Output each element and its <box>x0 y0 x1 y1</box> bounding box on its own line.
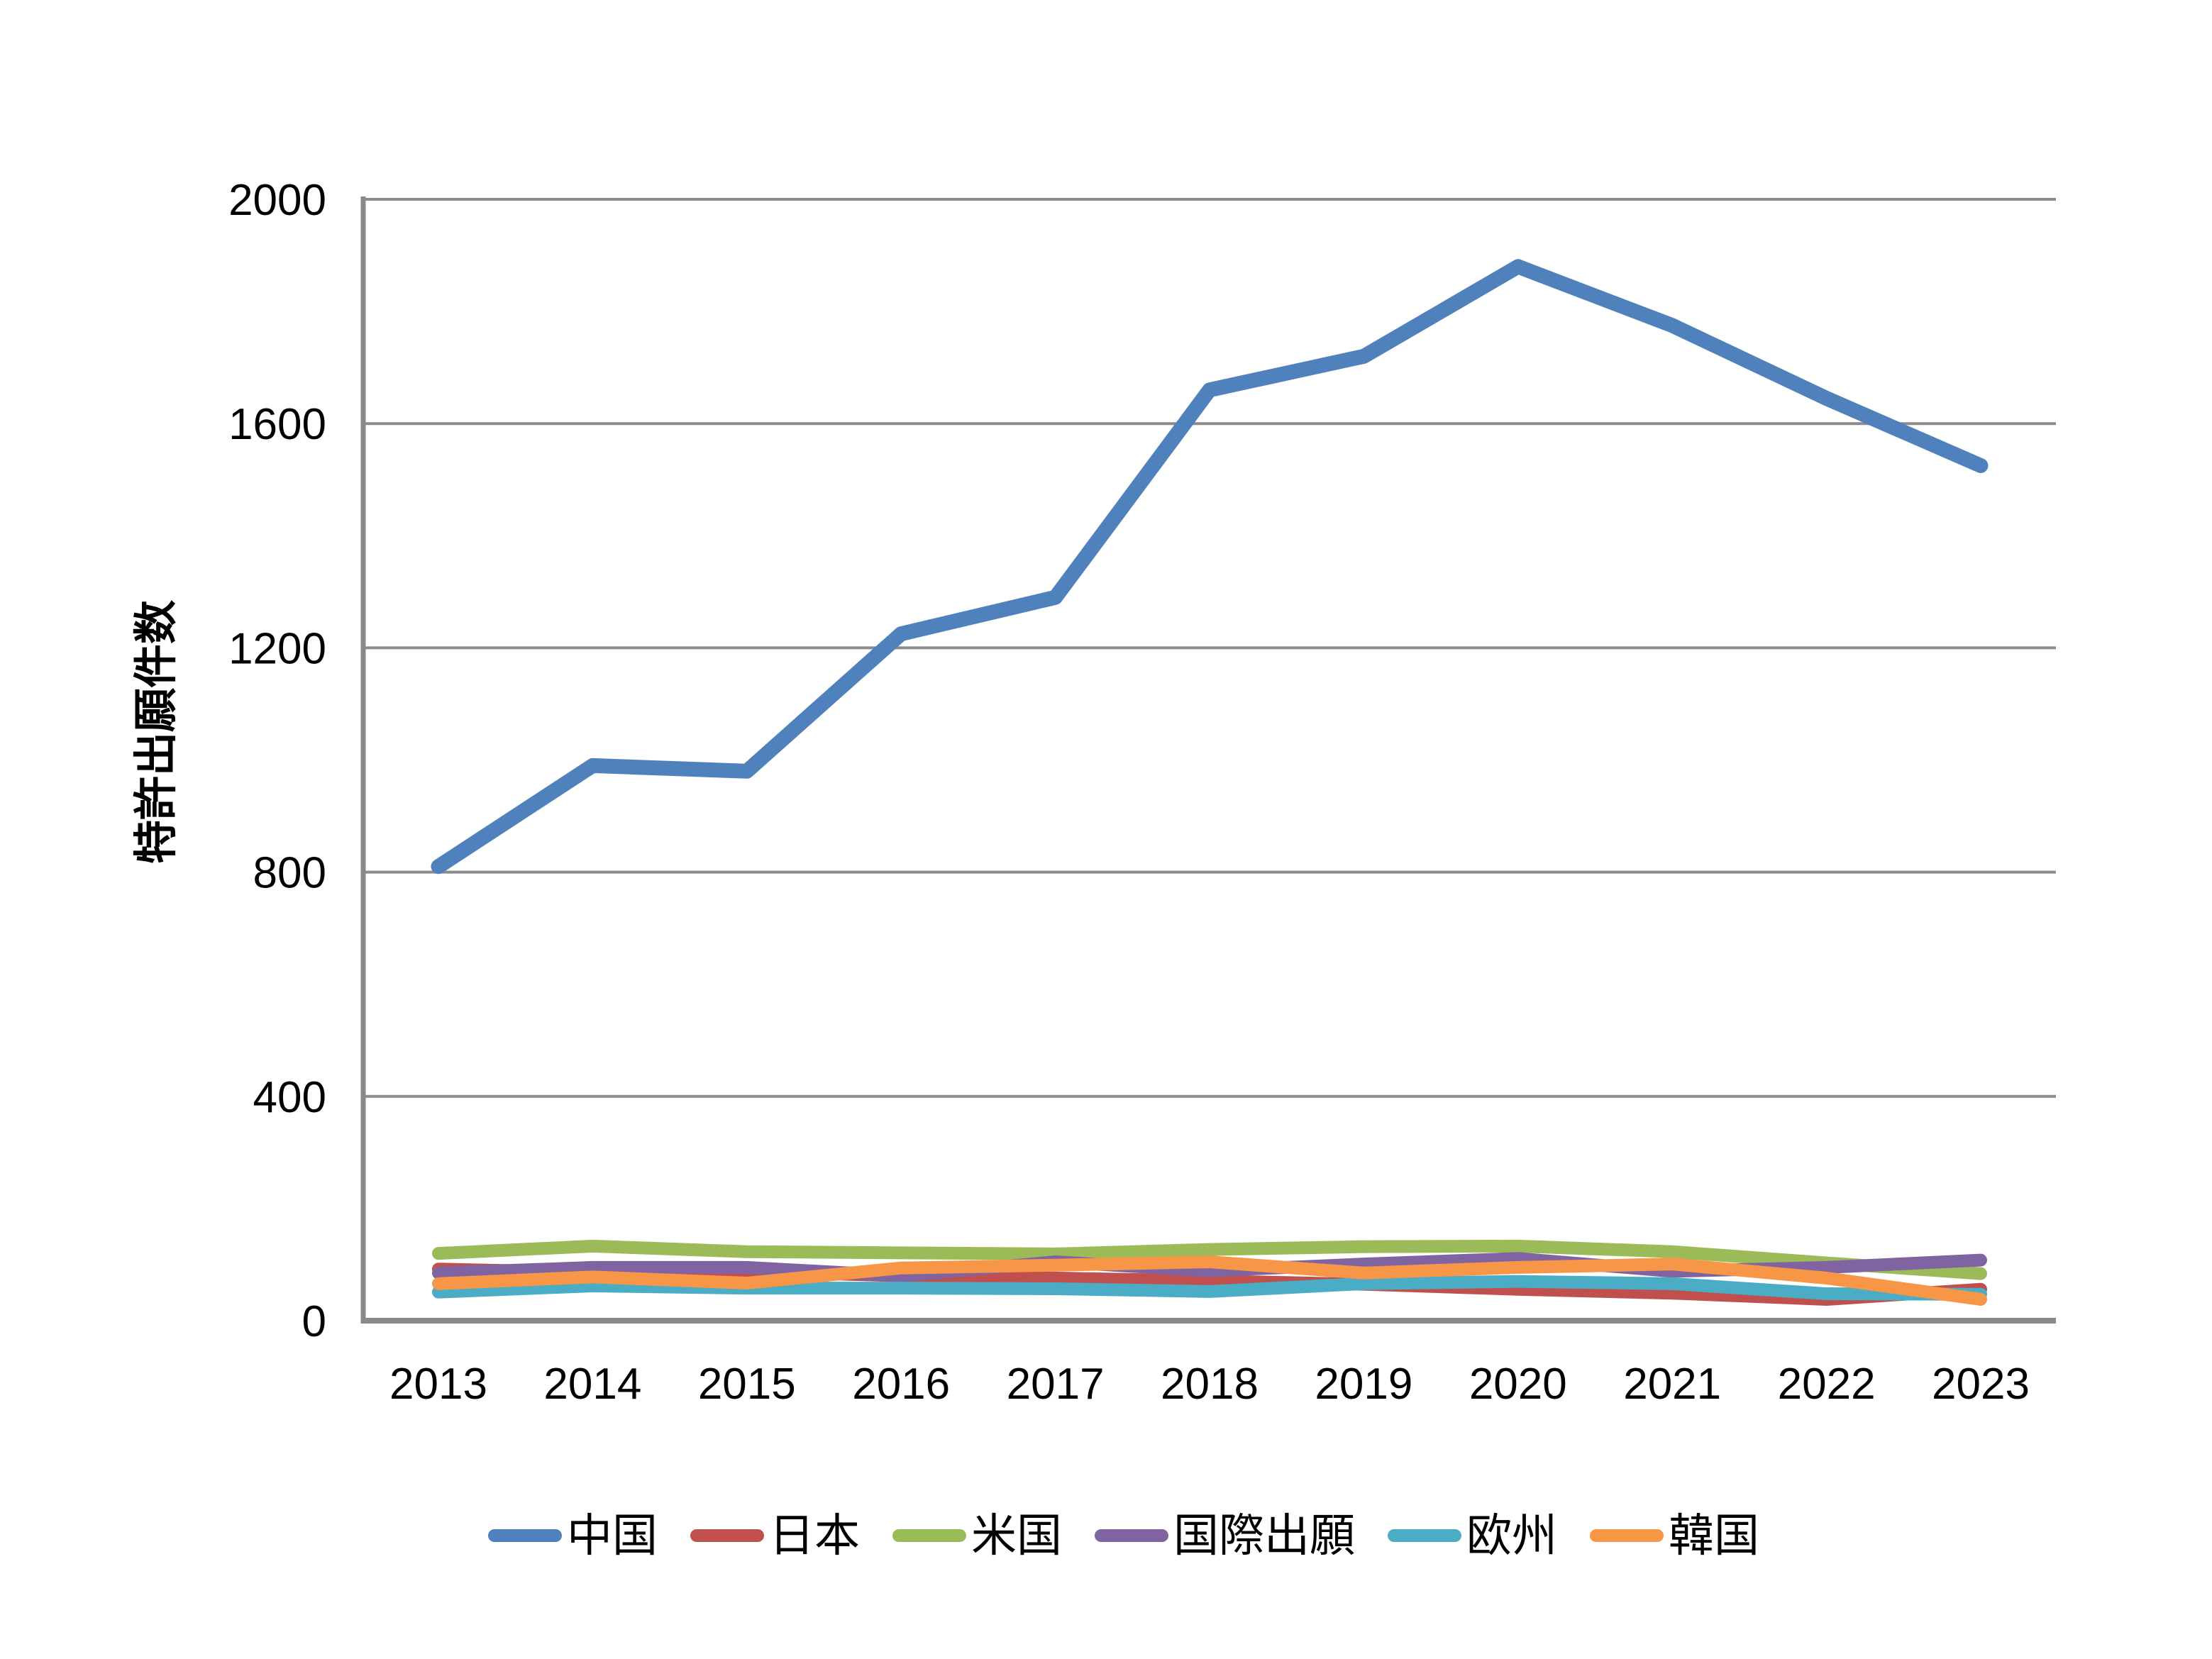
legend-label-欧州: 欧州 <box>1466 1510 1557 1561</box>
legend-label-国際出願: 国際出願 <box>1173 1510 1355 1561</box>
x-tick-label-2014: 2014 <box>543 1360 641 1409</box>
legend-item-米国: 米国 <box>892 1513 1062 1558</box>
x-tick-label-2022: 2022 <box>1778 1360 1876 1409</box>
x-tick-label-2019: 2019 <box>1315 1360 1412 1409</box>
x-tick-label-2020: 2020 <box>1469 1360 1567 1409</box>
legend-item-中国: 中国 <box>488 1513 658 1558</box>
legend-swatch-欧州 <box>1388 1529 1461 1542</box>
x-tick-label-2016: 2016 <box>852 1360 950 1409</box>
legend-label-日本: 日本 <box>769 1510 860 1561</box>
x-tick-label-2021: 2021 <box>1623 1360 1721 1409</box>
legend: 中国 日本 米国 国際出願 欧州 韓国 <box>488 1505 1759 1566</box>
x-tick-label-2013: 2013 <box>389 1360 487 1409</box>
legend-item-韓国: 韓国 <box>1590 1513 1759 1558</box>
x-tick-label-2018: 2018 <box>1161 1360 1259 1409</box>
y-tick-label-0: 0 <box>302 1297 326 1346</box>
legend-swatch-米国 <box>892 1529 966 1542</box>
series-lines <box>431 259 1989 1306</box>
y-tick-label-1600: 1600 <box>228 400 326 449</box>
legend-swatch-韓国 <box>1590 1529 1664 1542</box>
y-axis-title: 特許出願件数 <box>132 600 181 864</box>
y-tick-label-1200: 1200 <box>228 624 326 673</box>
legend-swatch-中国 <box>488 1529 562 1542</box>
y-tick-label-800: 800 <box>253 849 326 898</box>
legend-item-日本: 日本 <box>690 1513 860 1558</box>
legend-item-国際出願: 国際出願 <box>1095 1513 1355 1558</box>
legend-label-米国: 米国 <box>971 1510 1062 1561</box>
y-tick-label-2000: 2000 <box>228 176 326 225</box>
x-tick-label-2023: 2023 <box>1932 1360 2030 1409</box>
legend-swatch-国際出願 <box>1095 1529 1168 1542</box>
legend-swatch-日本 <box>690 1529 764 1542</box>
legend-label-韓国: 韓国 <box>1669 1510 1759 1561</box>
x-axis-tick-labels: 2013 2014 2015 2016 2017 2018 2019 2020 2021 2022… <box>389 1360 2030 1409</box>
legend-label-中国: 中国 <box>567 1510 658 1561</box>
series-line-韓国 <box>432 1255 1987 1306</box>
y-axis-tick-labels: 0 400 800 1200 1600 2000 <box>228 176 326 1346</box>
legend-item-欧州: 欧州 <box>1388 1513 1557 1558</box>
x-tick-label-2015: 2015 <box>698 1360 796 1409</box>
y-tick-label-400: 400 <box>253 1073 326 1122</box>
series-line-中国 <box>431 259 1989 875</box>
series-line-米国 <box>432 1239 1987 1280</box>
gridlines <box>363 198 2056 1098</box>
x-tick-label-2017: 2017 <box>1007 1360 1105 1409</box>
axes <box>360 196 2056 1324</box>
